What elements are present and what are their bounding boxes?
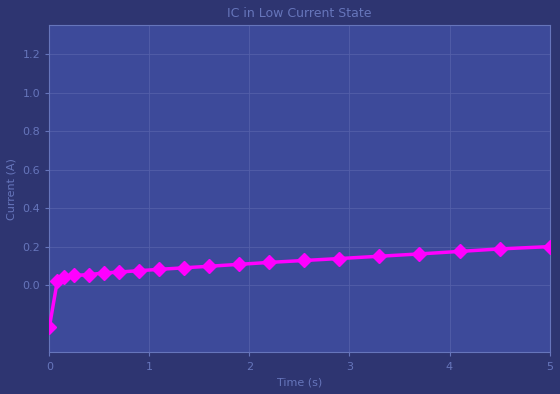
Title: IC in Low Current State: IC in Low Current State — [227, 7, 372, 20]
X-axis label: Time (s): Time (s) — [277, 377, 322, 387]
Y-axis label: Current (A): Current (A) — [7, 158, 17, 220]
